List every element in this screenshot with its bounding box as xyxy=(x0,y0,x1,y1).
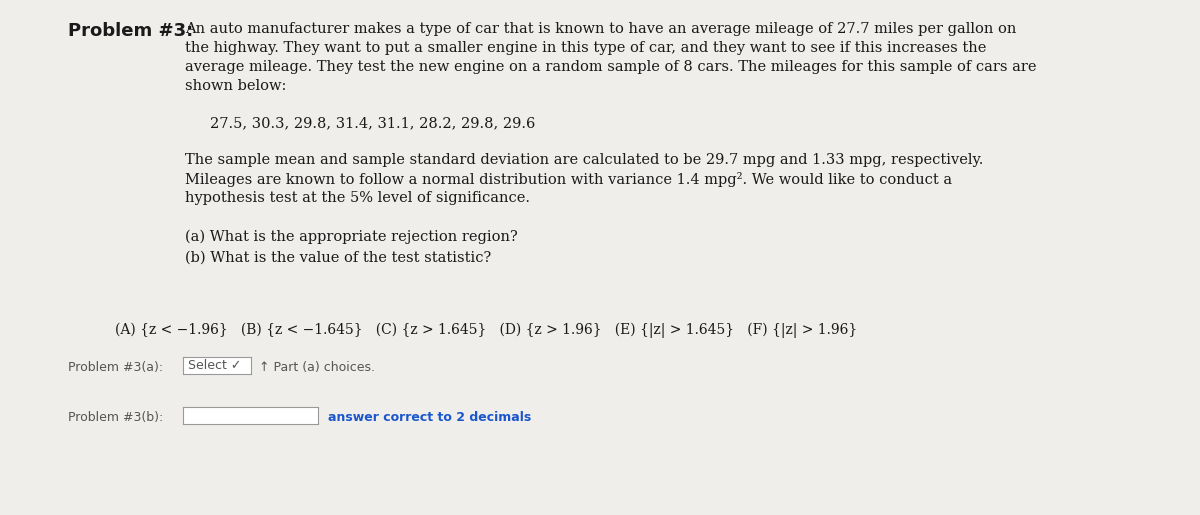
Text: (b) What is the value of the test statistic?: (b) What is the value of the test statis… xyxy=(185,251,491,265)
Text: (A) {z < −1.96}   (B) {z < −1.645}   (C) {z > 1.645}   (D) {z > 1.96}   (E) {|z|: (A) {z < −1.96} (B) {z < −1.645} (C) {z … xyxy=(115,323,857,338)
Text: Select ✓: Select ✓ xyxy=(188,359,242,372)
Text: the highway. They want to put a smaller engine in this type of car, and they wan: the highway. They want to put a smaller … xyxy=(185,41,986,55)
Text: answer correct to 2 decimals: answer correct to 2 decimals xyxy=(328,411,532,424)
Text: The sample mean and sample standard deviation are calculated to be 29.7 mpg and : The sample mean and sample standard devi… xyxy=(185,153,983,167)
Text: ↑ Part (a) choices.: ↑ Part (a) choices. xyxy=(259,361,374,374)
Text: An auto manufacturer makes a type of car that is known to have an average mileag: An auto manufacturer makes a type of car… xyxy=(185,22,1016,36)
Text: Mileages are known to follow a normal distribution with variance 1.4 mpg². We wo: Mileages are known to follow a normal di… xyxy=(185,172,952,187)
Text: (a) What is the appropriate rejection region?: (a) What is the appropriate rejection re… xyxy=(185,230,517,245)
Text: shown below:: shown below: xyxy=(185,79,287,93)
Text: Problem #3(b):: Problem #3(b): xyxy=(68,411,163,424)
Text: average mileage. They test the new engine on a random sample of 8 cars. The mile: average mileage. They test the new engin… xyxy=(185,60,1037,74)
Text: Problem #3:: Problem #3: xyxy=(68,22,193,40)
Text: Problem #3(a):: Problem #3(a): xyxy=(68,361,163,374)
Text: hypothesis test at the 5% level of significance.: hypothesis test at the 5% level of signi… xyxy=(185,191,530,205)
Text: 27.5, 30.3, 29.8, 31.4, 31.1, 28.2, 29.8, 29.6: 27.5, 30.3, 29.8, 31.4, 31.1, 28.2, 29.8… xyxy=(210,116,535,130)
